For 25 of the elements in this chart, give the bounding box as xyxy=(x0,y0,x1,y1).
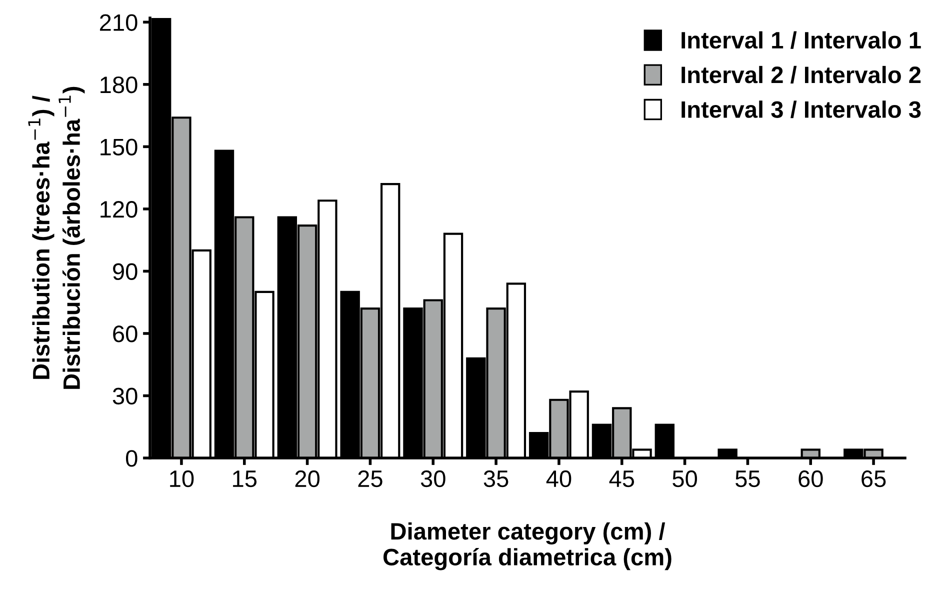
y-tick-label: 180 xyxy=(100,76,138,94)
y-tick-label: 60 xyxy=(113,326,138,342)
x-tick-label: 40 xyxy=(546,470,572,488)
legend-label: Interval 1 / Intervalo 1 xyxy=(682,31,921,49)
x-tick-label: 45 xyxy=(609,470,634,488)
legend-label: Interval 3 / Intervalo 3 xyxy=(682,100,921,118)
x-tick-label: 50 xyxy=(672,470,697,488)
x-tick-label: 65 xyxy=(862,470,886,488)
y-axis-title: Distribution (trees·ha$^{−1}$) / Distribución (árboles·ha$^{−1}$) xyxy=(28,86,85,389)
y-tick-label: 0 xyxy=(126,450,138,467)
x-tick-label: 25 xyxy=(358,470,382,488)
x-tick-label: 55 xyxy=(736,470,760,488)
x-tick-label: 20 xyxy=(295,470,320,488)
x-tick-label: 10 xyxy=(170,470,194,488)
y-tick-label: 210 xyxy=(100,14,138,31)
y-tick-label: 150 xyxy=(100,138,138,156)
x-tick-label: 60 xyxy=(798,470,823,488)
x-tick-label: 15 xyxy=(233,470,257,488)
y-tick-label: 120 xyxy=(100,201,138,218)
legend-label: Interval 2 / Intervalo 2 xyxy=(682,66,921,84)
x-axis-title: Diameter category (cm) / Categoría diametrica (cm) xyxy=(383,522,672,570)
y-tick-label: 30 xyxy=(112,388,138,405)
y-tick-label: 90 xyxy=(113,263,138,280)
x-tick-label: 35 xyxy=(484,470,508,488)
x-tick-label: 30 xyxy=(420,470,446,488)
